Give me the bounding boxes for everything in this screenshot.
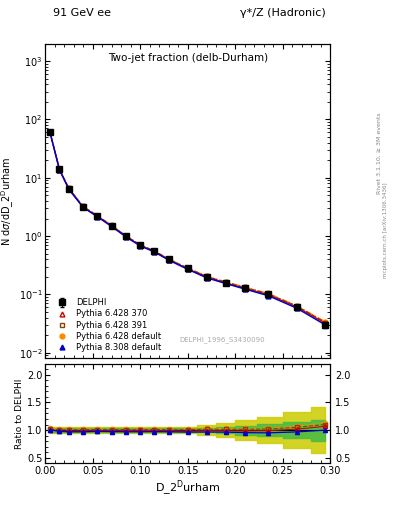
Text: DELPHI_1996_S3430090: DELPHI_1996_S3430090 bbox=[179, 336, 264, 343]
X-axis label: D_2$^{\rm D}$urham: D_2$^{\rm D}$urham bbox=[155, 479, 220, 498]
Pythia 6.428 default bbox=[204, 273, 209, 279]
Pythia 6.428 370 bbox=[81, 204, 86, 210]
Pythia 6.428 default bbox=[294, 303, 299, 309]
Pythia 8.308 default bbox=[48, 129, 52, 135]
Pythia 6.428 370 bbox=[95, 214, 100, 220]
Pythia 6.428 370 bbox=[294, 304, 299, 310]
Y-axis label: Ratio to DELPHI: Ratio to DELPHI bbox=[15, 378, 24, 449]
Pythia 6.428 391 bbox=[294, 303, 299, 309]
Pythia 6.428 391 bbox=[123, 233, 128, 239]
Pythia 8.308 default bbox=[81, 204, 86, 210]
Pythia 6.428 391 bbox=[223, 279, 228, 285]
Pythia 6.428 default bbox=[123, 232, 128, 239]
Pythia 8.308 default bbox=[266, 293, 271, 299]
Pythia 6.428 370 bbox=[57, 166, 62, 173]
Text: mcplots.cern.ch [arXiv:1306.3436]: mcplots.cern.ch [arXiv:1306.3436] bbox=[383, 183, 387, 278]
Pythia 6.428 370 bbox=[138, 242, 143, 248]
Pythia 6.428 default bbox=[48, 129, 52, 135]
Pythia 8.308 default bbox=[223, 281, 228, 287]
Pythia 8.308 default bbox=[166, 257, 171, 263]
Text: γ*/Z (Hadronic): γ*/Z (Hadronic) bbox=[241, 8, 326, 18]
Pythia 8.308 default bbox=[95, 214, 100, 220]
Legend: DELPHI, Pythia 6.428 370, Pythia 6.428 391, Pythia 6.428 default, Pythia 8.308 d: DELPHI, Pythia 6.428 370, Pythia 6.428 3… bbox=[50, 296, 164, 354]
Text: Rivet 3.1.10, ≥ 3M events: Rivet 3.1.10, ≥ 3M events bbox=[377, 113, 382, 195]
Pythia 8.308 default bbox=[242, 286, 247, 292]
Pythia 6.428 370 bbox=[66, 186, 71, 192]
Pythia 6.428 370 bbox=[242, 285, 247, 291]
Pythia 8.308 default bbox=[123, 234, 128, 240]
Pythia 6.428 default bbox=[242, 284, 247, 290]
Pythia 6.428 default bbox=[109, 222, 114, 228]
Line: Pythia 6.428 default: Pythia 6.428 default bbox=[48, 129, 328, 324]
Pythia 6.428 391 bbox=[138, 242, 143, 248]
Pythia 6.428 370 bbox=[48, 129, 52, 135]
Pythia 6.428 391 bbox=[48, 129, 52, 135]
Pythia 6.428 default bbox=[138, 242, 143, 248]
Pythia 6.428 370 bbox=[152, 248, 157, 254]
Pythia 6.428 default bbox=[166, 256, 171, 262]
Pythia 6.428 391 bbox=[185, 265, 190, 271]
Pythia 6.428 default bbox=[66, 185, 71, 191]
Pythia 8.308 default bbox=[323, 322, 328, 328]
Line: Pythia 6.428 370: Pythia 6.428 370 bbox=[48, 130, 328, 326]
Pythia 6.428 391 bbox=[204, 273, 209, 280]
Pythia 8.308 default bbox=[152, 249, 157, 255]
Y-axis label: N d$\sigma$/dD_2$^{\rm D}$urham: N d$\sigma$/dD_2$^{\rm D}$urham bbox=[0, 156, 16, 246]
Pythia 6.428 391 bbox=[242, 284, 247, 290]
Text: 91 GeV ee: 91 GeV ee bbox=[53, 8, 111, 18]
Pythia 6.428 370 bbox=[185, 266, 190, 272]
Pythia 6.428 391 bbox=[152, 248, 157, 254]
Pythia 6.428 391 bbox=[109, 223, 114, 229]
Pythia 6.428 370 bbox=[266, 292, 271, 298]
Pythia 6.428 391 bbox=[57, 166, 62, 172]
Line: Pythia 6.428 391: Pythia 6.428 391 bbox=[48, 130, 328, 325]
Pythia 8.308 default bbox=[138, 243, 143, 249]
Pythia 6.428 391 bbox=[266, 291, 271, 297]
Pythia 6.428 default bbox=[95, 212, 100, 219]
Pythia 8.308 default bbox=[109, 223, 114, 229]
Pythia 6.428 391 bbox=[95, 213, 100, 219]
Pythia 8.308 default bbox=[294, 305, 299, 311]
Pythia 6.428 370 bbox=[204, 274, 209, 280]
Pythia 6.428 default bbox=[81, 203, 86, 209]
Pythia 6.428 370 bbox=[223, 280, 228, 286]
Pythia 6.428 370 bbox=[166, 257, 171, 263]
Pythia 6.428 default bbox=[185, 265, 190, 271]
Pythia 6.428 391 bbox=[166, 256, 171, 262]
Text: Two-jet fraction (delb-Durham): Two-jet fraction (delb-Durham) bbox=[108, 53, 268, 63]
Pythia 6.428 default bbox=[152, 248, 157, 254]
Pythia 6.428 default bbox=[323, 318, 328, 325]
Pythia 6.428 391 bbox=[66, 185, 71, 191]
Pythia 6.428 default bbox=[57, 165, 62, 172]
Pythia 6.428 default bbox=[223, 279, 228, 285]
Pythia 8.308 default bbox=[204, 274, 209, 281]
Pythia 6.428 391 bbox=[81, 203, 86, 209]
Line: Pythia 8.308 default: Pythia 8.308 default bbox=[48, 130, 328, 327]
Pythia 6.428 370 bbox=[109, 223, 114, 229]
Pythia 8.308 default bbox=[66, 186, 71, 193]
Pythia 8.308 default bbox=[57, 167, 62, 173]
Pythia 6.428 default bbox=[266, 290, 271, 296]
Pythia 8.308 default bbox=[185, 266, 190, 272]
Pythia 6.428 391 bbox=[323, 319, 328, 326]
Pythia 6.428 370 bbox=[323, 320, 328, 326]
Pythia 6.428 370 bbox=[123, 233, 128, 240]
